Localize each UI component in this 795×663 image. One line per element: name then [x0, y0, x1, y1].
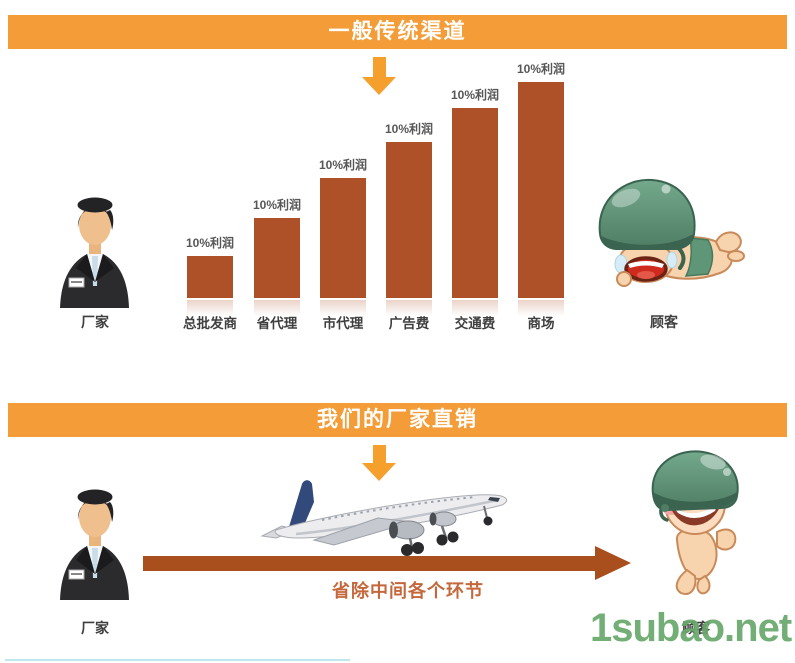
down-arrow-icon	[362, 463, 396, 481]
chart-bar	[518, 82, 564, 298]
down-arrow-icon	[362, 77, 396, 95]
top-section-title-bar: 一般传统渠道	[8, 15, 787, 49]
chart-bar	[187, 256, 233, 298]
bar-group: 10%利润	[244, 60, 310, 316]
bar-group: 10%利润	[376, 60, 442, 316]
bottom-divider-line	[5, 659, 350, 661]
category-label: 总批发商	[183, 316, 237, 331]
bar-profit-label: 10%利润	[185, 236, 235, 250]
bar-group: 10%利润	[508, 60, 574, 316]
chart-bar	[254, 218, 300, 298]
crying-customer-icon	[596, 176, 748, 298]
bottom-section-title: 我们的厂家直销	[317, 408, 478, 431]
airplane-icon	[260, 472, 524, 562]
bar-reflection	[452, 300, 498, 316]
category-label: 交通费	[454, 316, 496, 331]
bar-reflection	[187, 300, 233, 316]
category-label: 省代理	[256, 316, 298, 331]
direct-channel-caption: 省除中间各个环节	[332, 581, 484, 601]
direct-channel-arrow	[143, 556, 595, 571]
bar-profit-label: 10%利润	[252, 198, 302, 212]
bar-reflection	[386, 300, 432, 316]
bar-reflection	[320, 300, 366, 316]
watermark: 1subao.net	[590, 606, 792, 650]
chart-bar	[452, 108, 498, 298]
bar-profit-label: 10%利润	[384, 122, 434, 136]
bar-group: 10%利润	[442, 60, 508, 316]
down-arrow-icon	[373, 445, 386, 463]
bottom-section-title-bar: 我们的厂家直销	[8, 403, 787, 437]
chart-bar	[386, 142, 432, 298]
category-label: 市代理	[322, 316, 364, 331]
manufacturer-figure-icon	[48, 484, 140, 602]
category-label: 商场	[527, 316, 555, 331]
chart-bar	[320, 178, 366, 298]
top-section-title: 一般传统渠道	[328, 20, 467, 43]
category-label: 广告费	[388, 316, 430, 331]
manufacturer-figure-icon	[48, 192, 140, 310]
bar-reflection	[254, 300, 300, 316]
down-arrow-icon	[373, 57, 386, 77]
bar-profit-label: 10%利润	[318, 158, 368, 172]
bar-group: 10%利润	[177, 60, 243, 316]
customer-label: 顾客	[650, 314, 678, 330]
direct-channel-arrow-head	[595, 546, 631, 580]
bar-profit-label: 10%利润	[450, 88, 500, 102]
bar-reflection	[518, 300, 564, 316]
manufacturer-label: 厂家	[81, 620, 109, 636]
bar-profit-label: 10%利润	[516, 62, 566, 76]
happy-customer-icon	[641, 448, 753, 598]
manufacturer-label: 厂家	[81, 314, 109, 330]
bar-group: 10%利润	[310, 60, 376, 316]
customer-label: 顾客	[682, 620, 710, 636]
